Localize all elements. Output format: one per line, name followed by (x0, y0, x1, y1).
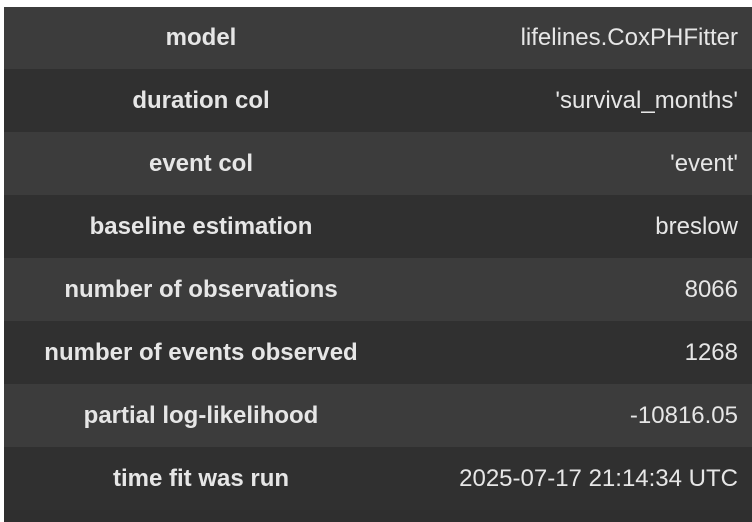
row-value-number-of-events-observed: 1268 (684, 338, 738, 366)
table-row: partial log-likelihood -10816.05 (4, 384, 752, 447)
row-key-number-of-events-observed: number of events observed (44, 338, 358, 366)
table-row: duration col 'survival_months' (4, 69, 752, 132)
row-value-baseline-estimation: breslow (655, 212, 738, 240)
model-summary-panel: model lifelines.CoxPHFitter duration col… (4, 7, 752, 522)
row-value-duration-col: 'survival_months' (555, 86, 738, 114)
table-row: event col 'event' (4, 132, 752, 195)
row-key-event-col: event col (148, 149, 254, 177)
row-value-time-fit-was-run: 2025-07-17 21:14:34 UTC (459, 464, 738, 492)
row-key-time-fit-was-run: time fit was run (112, 464, 290, 492)
table-row: number of observations 8066 (4, 258, 752, 321)
table-row: model lifelines.CoxPHFitter (4, 7, 752, 69)
table-row: number of events observed 1268 (4, 321, 752, 384)
row-value-model: lifelines.CoxPHFitter (520, 24, 738, 51)
table-row: baseline estimation breslow (4, 195, 752, 258)
row-key-partial-log-likelihood: partial log-likelihood (83, 401, 319, 429)
row-key-number-of-observations: number of observations (64, 275, 338, 303)
table-row: time fit was run 2025-07-17 21:14:34 UTC (4, 447, 752, 510)
row-value-partial-log-likelihood: -10816.05 (629, 401, 738, 429)
row-key-model: model (165, 24, 237, 51)
model-summary-table: model lifelines.CoxPHFitter duration col… (4, 7, 752, 510)
row-value-number-of-observations: 8066 (684, 275, 738, 303)
row-value-event-col: 'event' (670, 149, 738, 177)
row-key-baseline-estimation: baseline estimation (89, 212, 313, 240)
row-key-duration-col: duration col (132, 86, 270, 114)
